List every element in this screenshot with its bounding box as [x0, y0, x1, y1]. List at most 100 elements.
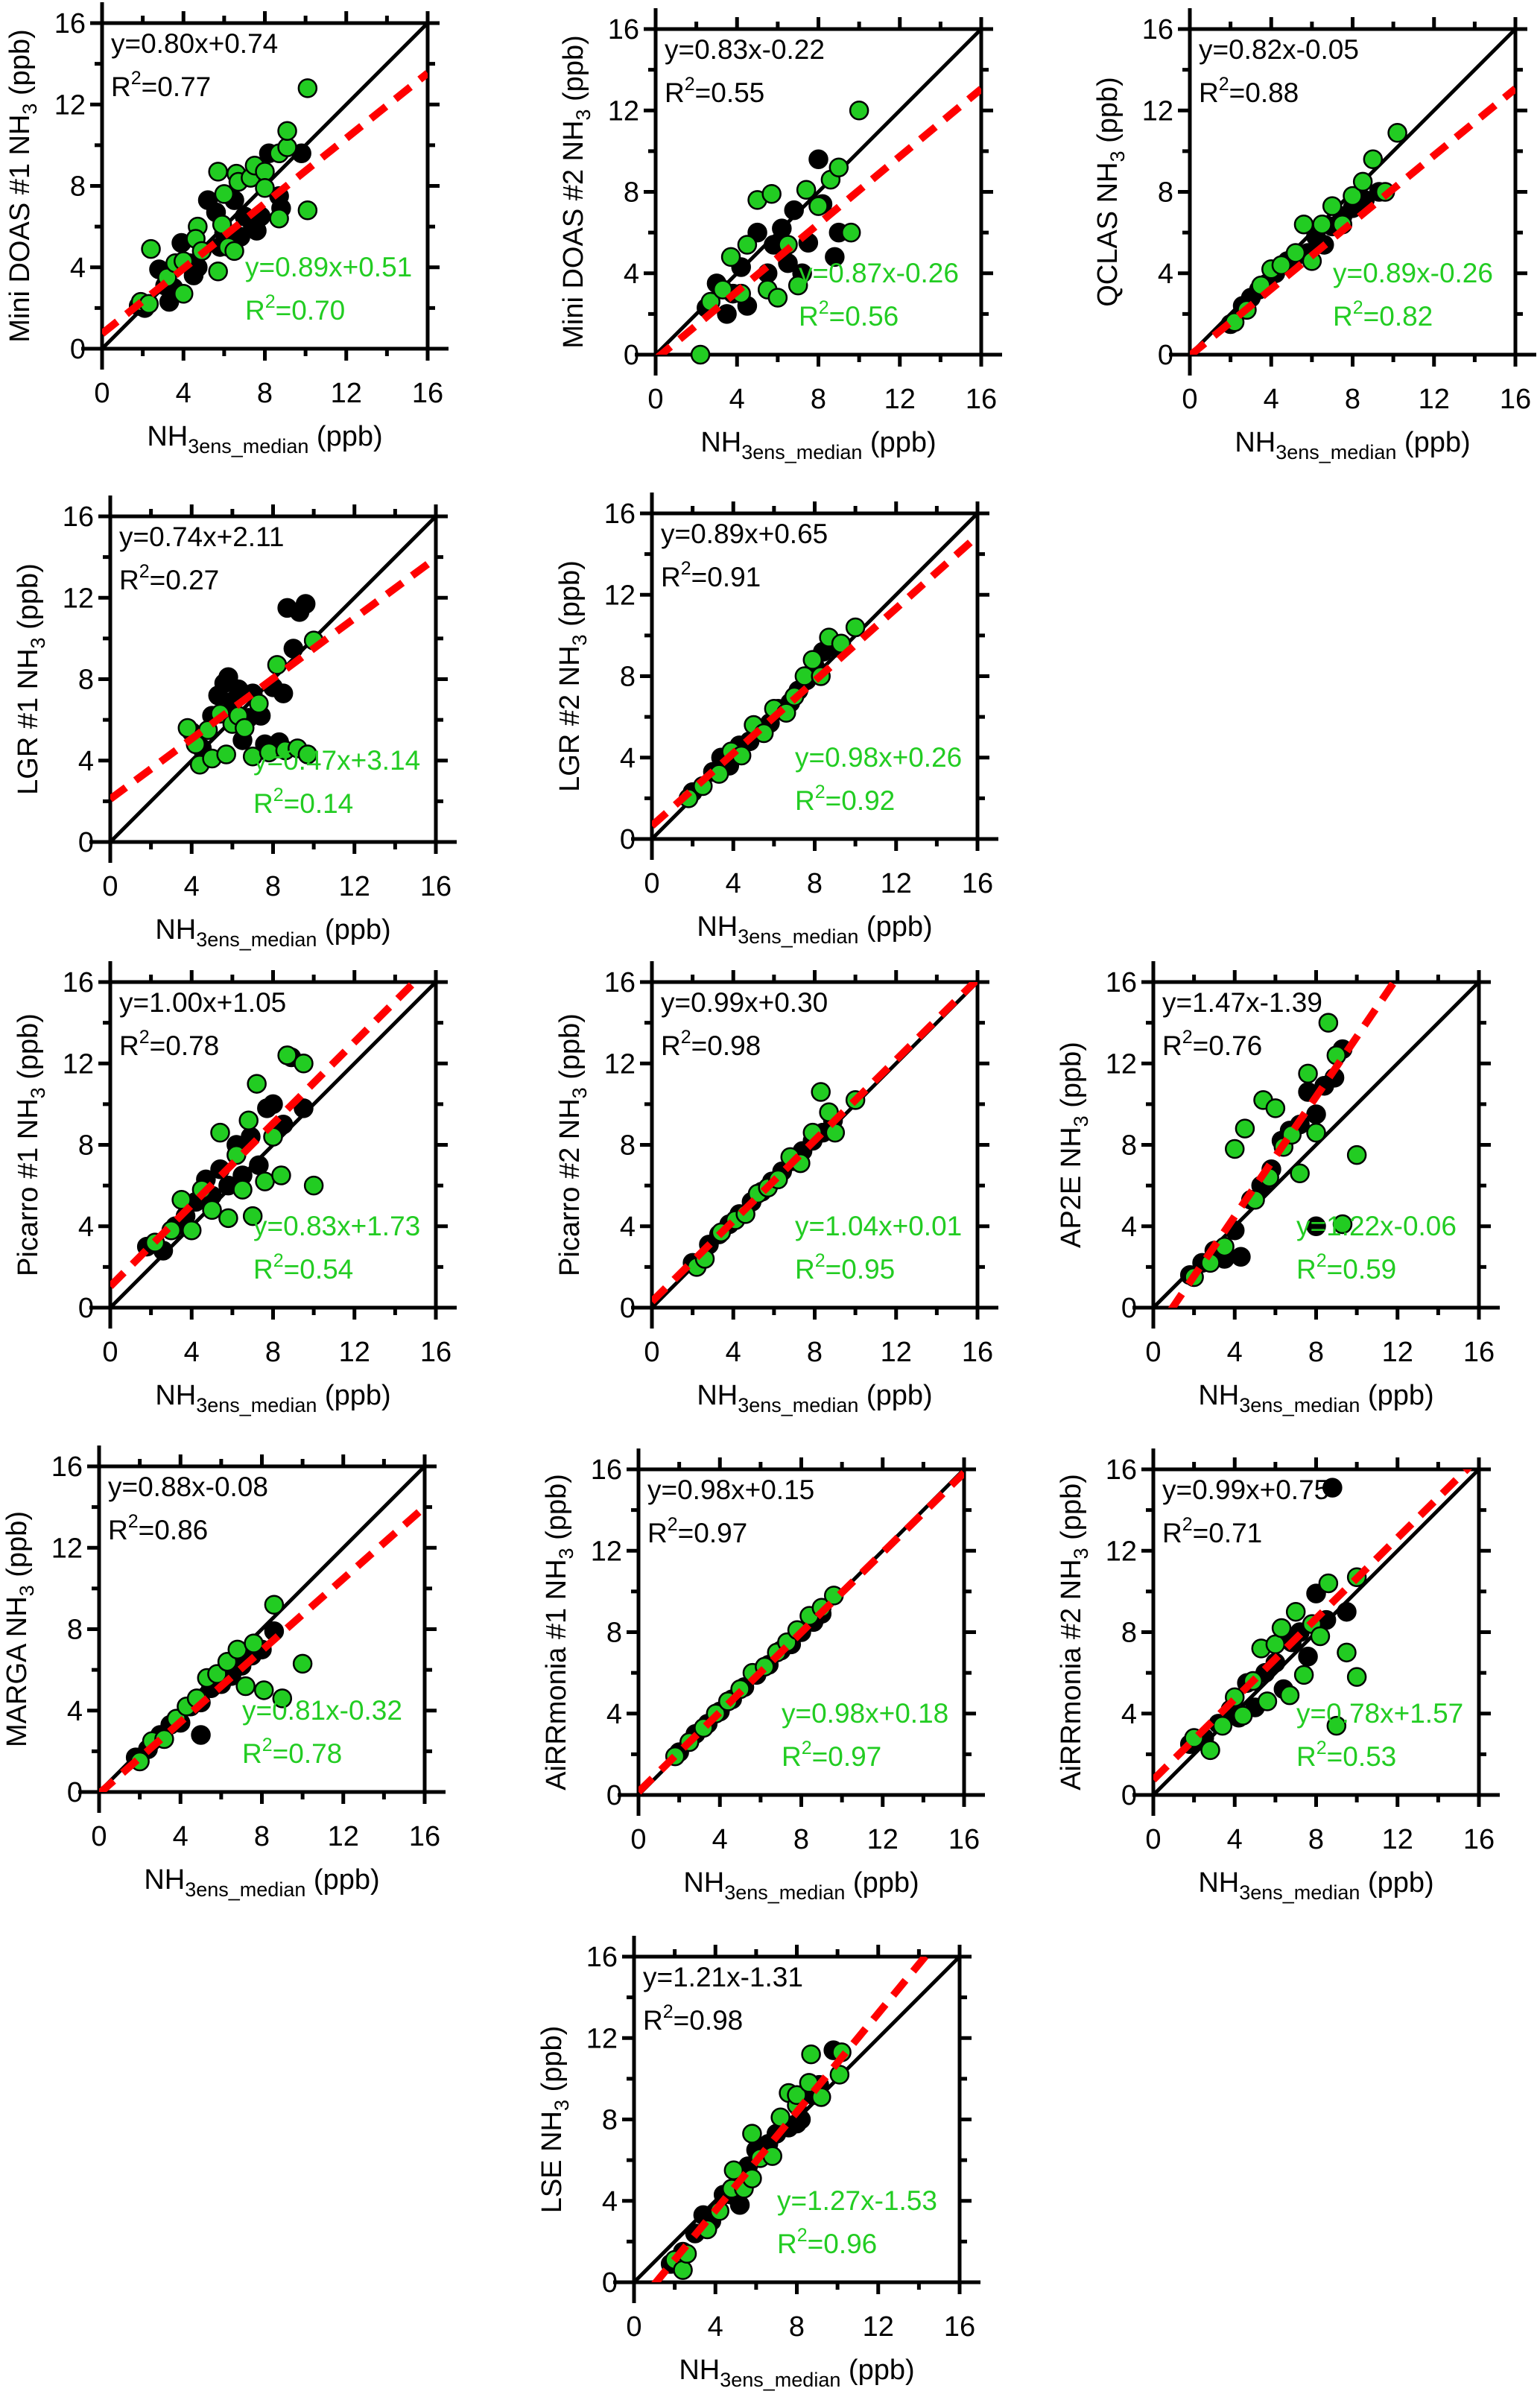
y-tick-label: 16 — [608, 14, 639, 45]
x-tick-label: 12 — [1382, 1337, 1413, 1368]
r2-prefix: R — [643, 2005, 663, 2036]
y-axis-label-main: Picarro #2 NH — [554, 1098, 586, 1276]
r2-equals: = — [826, 1254, 842, 1285]
r2-prefix: R — [245, 295, 265, 326]
r2-superscript: 2 — [1353, 297, 1363, 318]
x-axis-label-main: NH — [1198, 1867, 1239, 1899]
green-r-squared: R2=0.78 — [242, 1735, 342, 1769]
green-data-point — [224, 241, 244, 262]
r2-equals: = — [284, 788, 300, 819]
y-tick-label: 8 — [624, 177, 639, 209]
green-data-point — [1387, 123, 1407, 143]
r2-superscript: 2 — [819, 297, 829, 318]
green-data-point — [232, 1179, 253, 1200]
x-axis-label: NH3ens_median (ppb) — [683, 1867, 919, 1904]
black-data-point — [249, 1155, 269, 1176]
black-regression-equation: y=0.88x-0.08 — [108, 1472, 268, 1502]
r2-equals: = — [695, 77, 712, 108]
black-r-squared: R2=0.98 — [661, 1027, 761, 1061]
x-tick-label: 4 — [726, 868, 741, 899]
y-tick-label: 8 — [67, 1615, 83, 1646]
regression-fit-line — [639, 1470, 964, 1795]
x-axis-label: NH3ens_median (ppb) — [147, 421, 382, 457]
y-axis-label-main: AiRRmonia #2 NH — [1056, 1559, 1087, 1790]
black-data-point — [1337, 1601, 1357, 1622]
green-data-point — [788, 275, 808, 296]
y-axis-label-unit: (ppb) — [4, 29, 36, 103]
x-tick-label: 4 — [176, 378, 191, 409]
green-regression-equation: y=1.04x+0.01 — [795, 1211, 962, 1241]
black-data-point — [295, 594, 316, 614]
green-data-point — [690, 344, 711, 365]
x-axis-label-main: NH — [697, 911, 738, 943]
y-axis-label-main: Mini DOAS #2 NH — [558, 121, 589, 349]
x-tick-label: 8 — [265, 1337, 281, 1368]
y-axis-label-sub: 3 — [1070, 1548, 1092, 1559]
x-axis-label: NH3ens_median (ppb) — [697, 1380, 932, 1416]
black-regression-equation: y=1.00x+1.05 — [119, 987, 286, 1018]
y-axis-label-unit: (ppb) — [1, 1511, 33, 1585]
y-tick-label: 16 — [1142, 14, 1173, 45]
y-tick-label: 12 — [63, 1048, 94, 1080]
r2-value: 0.98 — [707, 1030, 761, 1061]
x-axis-label-unit: (ppb) — [845, 1867, 919, 1899]
green-r-squared: R2=0.92 — [795, 782, 895, 816]
green-data-point — [849, 101, 869, 121]
black-data-point — [729, 2194, 750, 2215]
green-data-point — [829, 2065, 850, 2085]
green-data-point — [1293, 214, 1314, 235]
x-tick-label: 16 — [962, 868, 993, 899]
y-axis-label: Mini DOAS #1 NH3 (ppb) — [4, 29, 41, 343]
regression-fit-line — [652, 533, 977, 829]
x-tick-label: 16 — [420, 871, 451, 902]
r2-value: 0.70 — [291, 295, 345, 326]
y-axis-label-unit: (ppb) — [1056, 1042, 1087, 1115]
y-tick-label: 12 — [63, 583, 94, 614]
r2-value: 0.91 — [707, 562, 761, 592]
r2-value: 0.95 — [841, 1254, 895, 1285]
r2-equals: = — [150, 565, 166, 595]
x-axis-label-sub: 3ens_median — [188, 435, 308, 457]
y-tick-label: 4 — [1158, 259, 1173, 290]
y-axis-label: LGR #1 NH3 (ppb) — [13, 563, 49, 795]
r2-prefix: R — [777, 2229, 797, 2259]
x-axis-label-main: NH — [700, 427, 741, 458]
green-data-point — [297, 78, 318, 98]
x-tick-label: 12 — [884, 384, 916, 415]
y-tick-label: 12 — [1142, 95, 1173, 127]
green-r-squared: R2=0.14 — [253, 785, 353, 819]
y-tick-label: 12 — [604, 1048, 636, 1080]
black-data-point — [283, 639, 304, 659]
x-tick-label: 16 — [1500, 384, 1531, 415]
x-tick-label: 12 — [339, 871, 370, 902]
black-regression-equation: y=0.74x+2.11 — [119, 522, 285, 552]
y-tick-label: 8 — [620, 662, 636, 693]
y-tick-label: 16 — [591, 1454, 622, 1486]
x-axis-label-unit: (ppb) — [1396, 427, 1470, 458]
y-axis-label-unit: (ppb) — [558, 35, 589, 109]
x-tick-label: 0 — [102, 871, 118, 902]
x-tick-label: 8 — [793, 1824, 809, 1855]
x-axis-label-sub: 3ens_median — [1239, 1394, 1360, 1416]
x-axis-label-sub: 3ens_median — [1276, 441, 1396, 463]
y-axis-label-sub: 3 — [19, 104, 41, 115]
x-tick-label: 16 — [420, 1337, 451, 1368]
green-data-point — [255, 162, 275, 182]
r2-prefix: R — [119, 565, 139, 595]
r2-superscript: 2 — [685, 74, 695, 95]
x-axis-label: NH3ens_median (ppb) — [155, 1380, 390, 1416]
y-tick-label: 4 — [70, 253, 86, 284]
green-regression-equation: y=0.89x+0.51 — [245, 252, 412, 282]
x-tick-label: 12 — [881, 868, 912, 899]
x-tick-label: 0 — [91, 1821, 107, 1852]
green-data-point — [1257, 1691, 1278, 1712]
x-axis-label-sub: 3ens_median — [1239, 1881, 1360, 1904]
r2-value: 0.97 — [828, 1741, 881, 1772]
y-tick-label: 16 — [63, 967, 94, 998]
green-data-point — [277, 121, 297, 142]
black-r-squared: R2=0.27 — [119, 561, 219, 595]
